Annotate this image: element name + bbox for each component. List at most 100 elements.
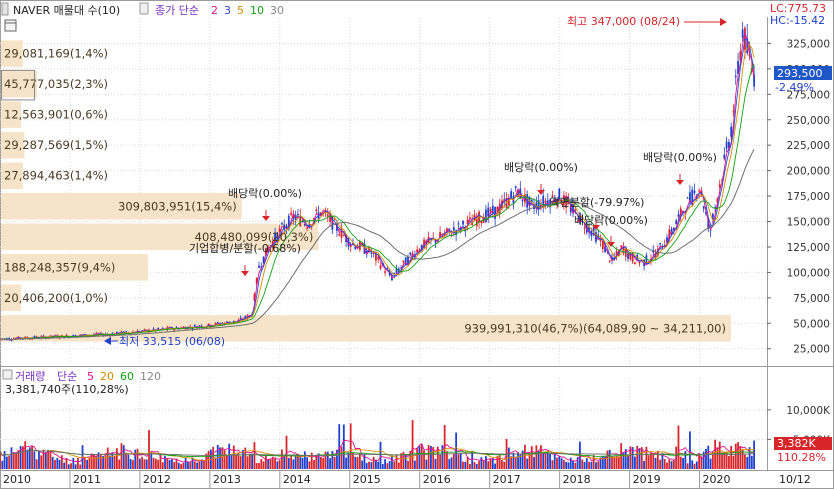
volume-bar <box>177 462 180 469</box>
volume-bar <box>150 452 153 469</box>
volume-bar <box>125 452 127 469</box>
volume-bar <box>583 461 586 469</box>
volume-bar <box>494 463 496 469</box>
volume-bar <box>104 453 107 469</box>
candle-body <box>615 251 618 256</box>
volume-bar <box>235 454 237 469</box>
volume-bar <box>83 458 86 469</box>
volume-bar <box>161 462 164 469</box>
volume-bar <box>654 457 657 469</box>
volume-bar <box>287 457 290 469</box>
volume-bar <box>631 447 634 469</box>
annotation-split: 액면분할(-79.97%) <box>550 196 645 209</box>
annotation-div2: 배당락(0.00%) <box>504 161 578 174</box>
candle-body <box>569 205 572 213</box>
volume-bar <box>319 456 322 469</box>
volume-bar <box>400 453 403 469</box>
profile-label: 188,248,357(9,4%) <box>4 260 115 274</box>
collapse-icon[interactable] <box>1 2 9 16</box>
volume-bar <box>709 458 712 469</box>
volume-bar <box>10 447 13 469</box>
candle-body <box>468 217 471 219</box>
hc-value: HC:-15.42 <box>770 14 825 27</box>
ma-period-4: 30 <box>270 4 284 17</box>
volume-panel: 거래량 단순 5 20 60 120 3,381,740주(110,28%) 10,0… <box>0 369 832 469</box>
volume-bar <box>413 460 416 469</box>
volume-toggle-icon[interactable] <box>2 369 13 380</box>
volume-bar <box>5 456 8 469</box>
volume-bar <box>40 455 43 469</box>
volume-bar <box>8 455 11 469</box>
volume-bar <box>521 450 524 469</box>
volume-bar <box>294 454 297 469</box>
candle-body <box>391 276 393 281</box>
volume-bar <box>129 459 132 469</box>
candle-body <box>132 331 134 333</box>
volume-title: 거래량 <box>15 370 45 383</box>
volume-bar <box>51 456 54 469</box>
candle-body <box>608 260 611 262</box>
volume-bar <box>533 456 535 469</box>
profile-label: 27,894,463(1,4%) <box>4 169 108 183</box>
profile-bar <box>1 254 148 281</box>
candle-body <box>507 198 510 206</box>
volume-bar <box>33 451 36 469</box>
volume-bar <box>549 453 552 469</box>
x-tick-label: 2019 <box>633 473 661 486</box>
volume-bar <box>72 457 75 469</box>
profile-bar <box>1 284 21 312</box>
volume-bar <box>592 455 595 469</box>
x-tick-label: 2010 <box>3 473 31 486</box>
candle-body <box>200 325 203 328</box>
candle-body <box>482 218 485 224</box>
volume-bar <box>643 460 645 469</box>
volume-bar <box>727 455 730 469</box>
volume-bar <box>705 448 707 469</box>
volume-bar <box>134 449 137 469</box>
volume-bar <box>377 461 380 469</box>
volume-bar <box>276 461 279 469</box>
volume-bar <box>381 464 384 469</box>
volume-bar <box>638 448 641 469</box>
profile-bar <box>1 131 25 159</box>
candle-body <box>489 208 492 214</box>
volume-bar <box>173 462 176 469</box>
volume-bar <box>198 461 201 469</box>
volume-bar <box>248 453 251 469</box>
volume-bar <box>496 456 499 469</box>
candle-body <box>452 227 455 231</box>
calendar-icon[interactable] <box>4 19 17 32</box>
volume-bar <box>432 446 435 469</box>
volume-bar <box>402 451 405 469</box>
candle-body <box>368 246 370 253</box>
volume-bar <box>526 458 529 469</box>
volume-bar <box>624 449 627 469</box>
volume-bar <box>556 457 558 469</box>
volume-bar <box>363 454 366 469</box>
volume-bar <box>457 454 460 469</box>
volume-bar <box>379 441 382 469</box>
last-change: -2.49% <box>775 81 814 94</box>
volume-bar <box>0 450 1 469</box>
volume-bar <box>44 452 47 469</box>
volume-bar <box>544 452 547 469</box>
volume-bar <box>269 459 272 469</box>
volume-bar <box>42 449 45 469</box>
volume-bar <box>226 454 228 469</box>
symbol-label[interactable]: NAVER 매물대 수(10) <box>13 4 120 17</box>
volume-bar <box>352 452 354 469</box>
volume-bar <box>216 444 219 469</box>
volume-bar <box>175 458 178 469</box>
ma-toggle-icon[interactable] <box>139 2 149 15</box>
lc-value: LC:775.73 <box>770 2 826 15</box>
volume-bar <box>60 455 63 469</box>
profile-label: 12,563,901(0,6%) <box>4 108 108 122</box>
volume-bar <box>361 460 364 469</box>
volume-bar <box>611 456 613 469</box>
volume-bar <box>38 450 40 469</box>
volume-bar <box>12 452 15 469</box>
candle-body <box>439 232 441 237</box>
header-bar <box>1 1 767 17</box>
volume-bar <box>329 458 331 469</box>
volume-last-value: 3,382K <box>777 437 816 450</box>
